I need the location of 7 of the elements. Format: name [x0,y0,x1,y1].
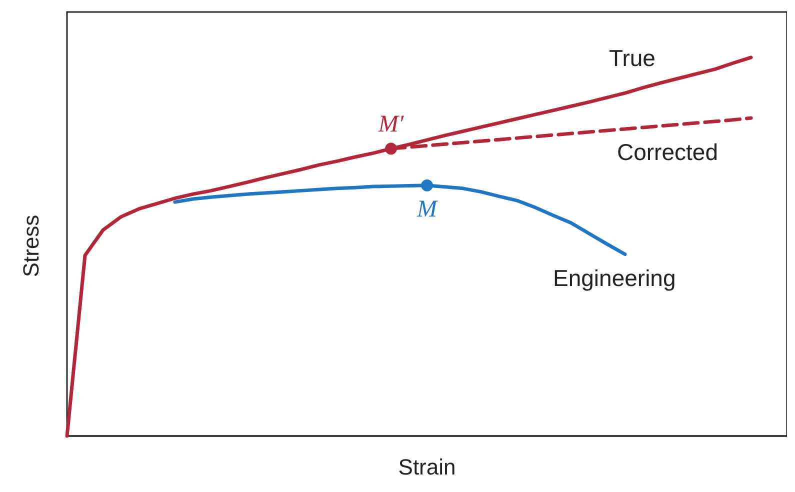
annotation: M′ [377,112,404,138]
series-label: Corrected [617,138,718,165]
annotation: M [416,196,439,222]
x-axis-title: Strain [398,454,456,480]
series-label: Engineering [553,264,676,291]
y-axis-title: Stress [18,214,44,278]
series-label: True [609,44,656,71]
